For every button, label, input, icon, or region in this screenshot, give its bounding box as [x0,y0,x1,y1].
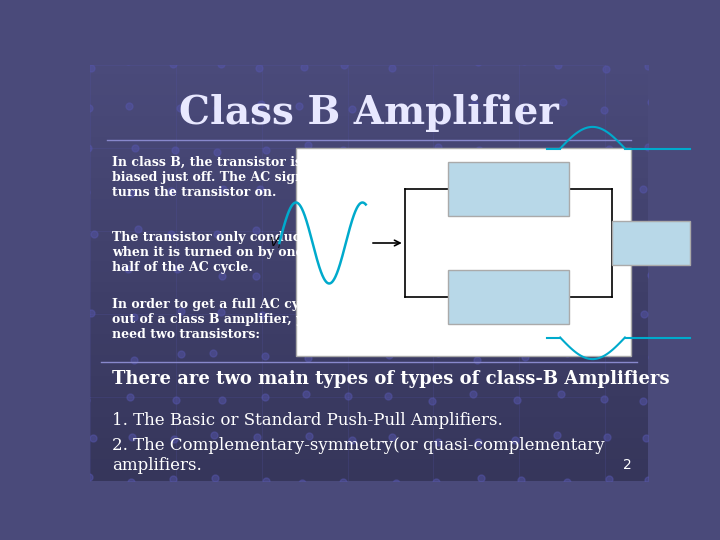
Bar [90,335,648,346]
Text: One-half
circuit: One-half circuit [487,286,529,308]
Bar [90,429,648,439]
Text: $V_i$: $V_i$ [269,235,282,251]
Bar [90,158,648,168]
Bar [90,127,648,138]
FancyBboxPatch shape [448,270,569,324]
Bar [90,262,648,273]
Bar [90,241,648,252]
Bar [90,325,648,335]
Bar [90,470,648,481]
Text: Load: Load [639,238,663,248]
Bar [90,273,648,283]
Bar [90,408,648,418]
Text: The transistor only conducts
when it is turned on by one-
half of the AC cycle.: The transistor only conducts when it is … [112,231,313,274]
Bar [90,356,648,366]
Bar [90,460,648,470]
Text: One-half
circuit: One-half circuit [487,178,529,200]
Text: 2: 2 [623,458,631,472]
Bar [90,418,648,429]
FancyBboxPatch shape [612,221,690,265]
Bar [90,200,648,210]
Bar [90,293,648,304]
Bar [90,304,648,314]
Bar [90,221,648,231]
Bar [90,106,648,117]
Bar [90,168,648,179]
Bar [90,117,648,127]
Text: 2. The Complementary-symmetry(or quasi-complementary
amplifiers.: 2. The Complementary-symmetry(or quasi-c… [112,437,605,474]
Bar [90,397,648,408]
Bar [90,75,648,85]
Bar [90,377,648,387]
Text: Class B Amplifier: Class B Amplifier [179,94,559,132]
Bar [90,366,648,377]
FancyBboxPatch shape [297,148,631,356]
Text: In order to get a full AC cycle
out of a class B amplifier, you
need two transis: In order to get a full AC cycle out of a… [112,298,321,341]
Bar [90,439,648,449]
Bar [90,148,648,158]
Bar [90,449,648,460]
Bar [90,252,648,262]
Bar [90,314,648,325]
Text: In class B, the transistor is
biased just off. The AC signal
turns the transisto: In class B, the transistor is biased jus… [112,156,318,199]
Bar [90,138,648,148]
Bar [90,231,648,241]
Bar [90,190,648,200]
Bar [90,65,648,75]
Bar [90,346,648,356]
Bar [90,85,648,96]
Bar [90,179,648,190]
Bar [90,387,648,397]
Bar [90,283,648,294]
Text: 1. The Basic or Standard Push-Pull Amplifiers.: 1. The Basic or Standard Push-Pull Ampli… [112,412,503,429]
Bar [90,96,648,106]
Bar [90,211,648,221]
FancyBboxPatch shape [448,162,569,216]
Text: There are two main types of types of class-B Amplifiers: There are two main types of types of cla… [112,370,670,388]
